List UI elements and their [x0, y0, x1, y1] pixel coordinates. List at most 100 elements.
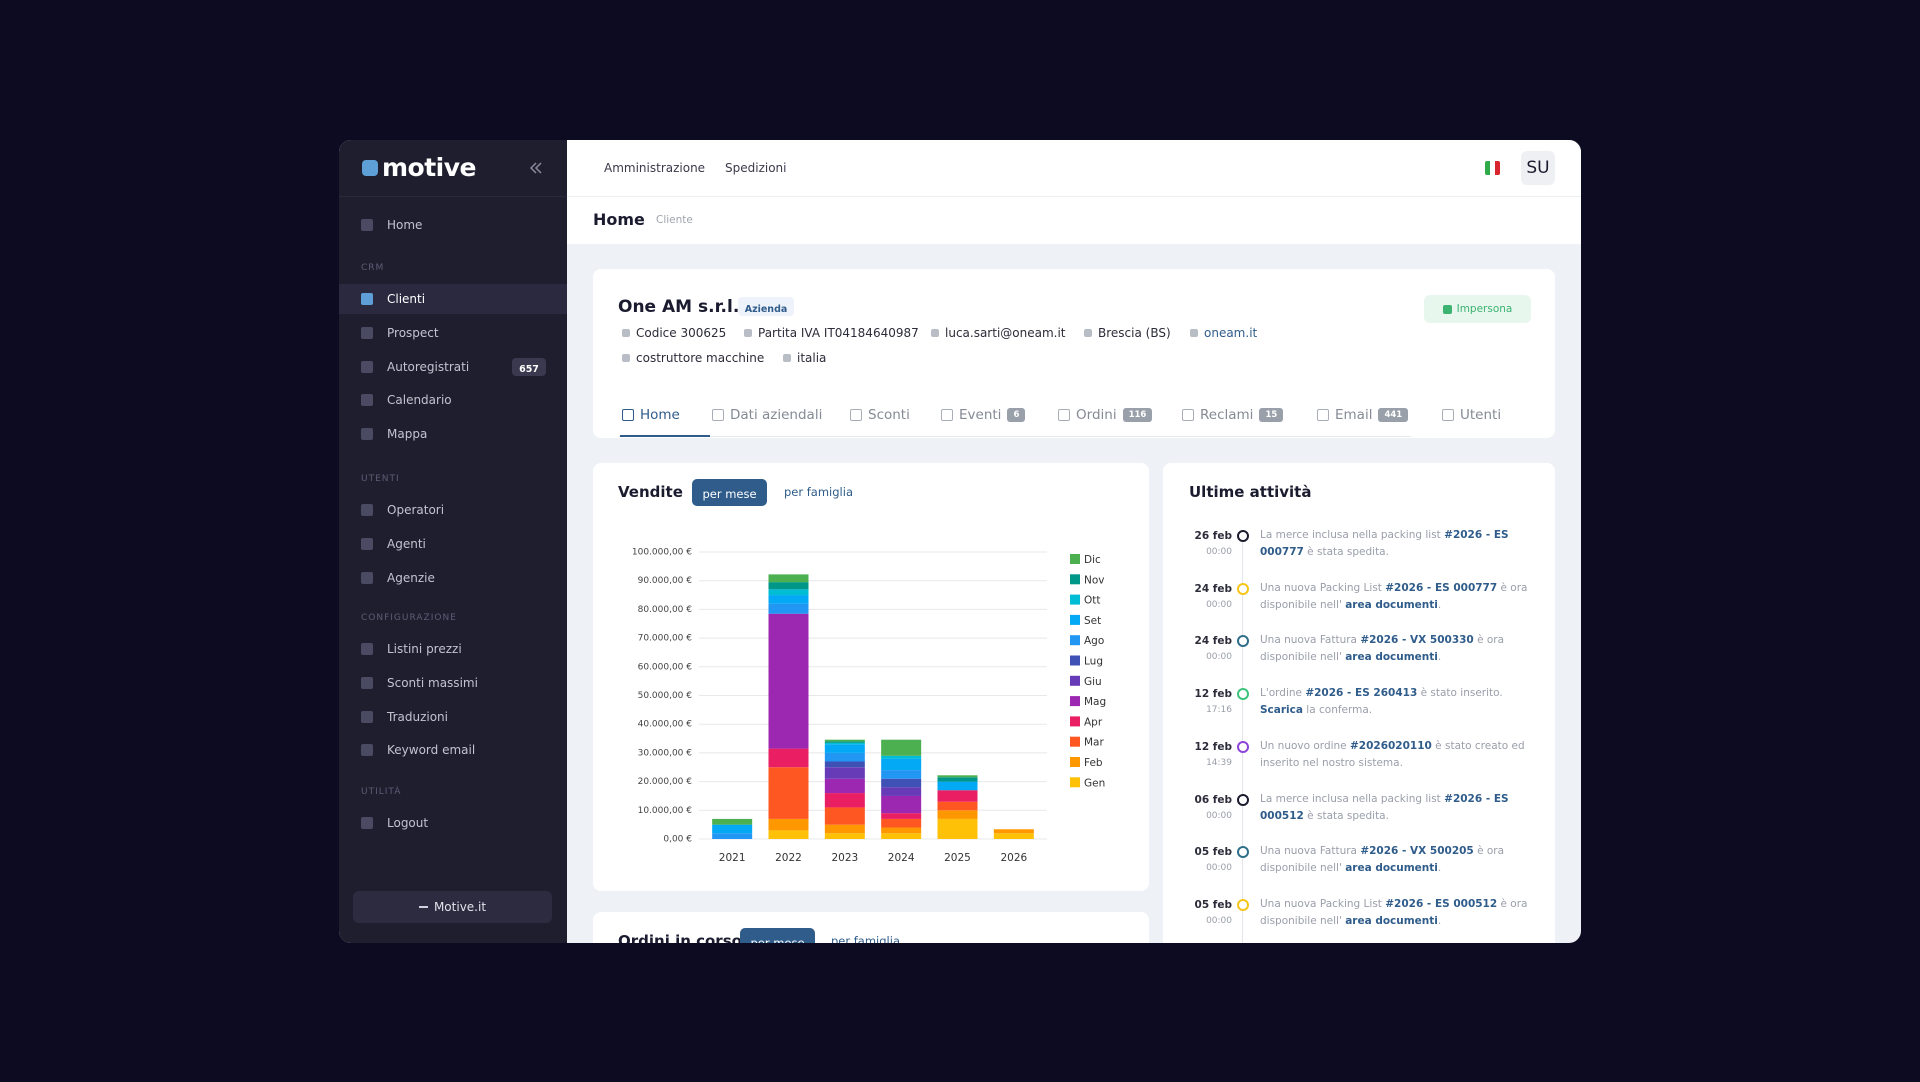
client-detail-text: costruttore macchine: [636, 351, 765, 365]
flag-green: [1485, 161, 1490, 175]
nav-item[interactable]: Traduzioni: [361, 707, 448, 727]
legend-label: Nov: [1084, 574, 1105, 586]
footer-button[interactable]: Motive.it: [353, 891, 552, 923]
collapse-icon[interactable]: [530, 162, 542, 174]
activity-link[interactable]: #2026 - ES 000512: [1385, 897, 1498, 910]
flag-white: [1490, 161, 1495, 175]
nav-item[interactable]: Home: [361, 215, 422, 235]
activity-text-part: Un nuovo ordine: [1260, 739, 1350, 752]
bar-segment: [768, 748, 809, 768]
nav-label: Keyword email: [387, 743, 476, 758]
toggle[interactable]: per famiglia: [784, 485, 853, 499]
nav-label: Operatori: [387, 503, 445, 517]
sidebar: [339, 140, 567, 943]
nav-item[interactable]: Keyword email: [361, 740, 475, 760]
tab[interactable]: Email 441: [1317, 405, 1409, 425]
activity-link[interactable]: #2026 - VX 500330: [1360, 634, 1474, 647]
legend-label: Ott: [1084, 595, 1101, 607]
legend-swatch: [1070, 716, 1080, 727]
client-detail-text: italia: [797, 351, 827, 365]
bar-segment: [937, 781, 978, 791]
nav-item[interactable]: Clienti: [361, 289, 425, 309]
tab[interactable]: Eventi 6: [941, 405, 1026, 425]
nav-label: Listini prezzi: [387, 642, 462, 656]
toggle-active[interactable]: per mese: [692, 479, 767, 506]
activity-link[interactable]: #2026 - ES 000512: [1260, 792, 1509, 822]
activity-link[interactable]: Scarica: [1260, 704, 1303, 717]
legend-label: Apr: [1084, 716, 1103, 728]
bar-segment: [768, 589, 809, 596]
nav-item[interactable]: Autoregistrati: [361, 357, 469, 377]
activity-link[interactable]: #2026020110: [1349, 739, 1432, 752]
activity-link[interactable]: #2026 - VX 500205: [1360, 845, 1474, 858]
nav-item[interactable]: Mappa: [361, 424, 427, 444]
client-detail: costruttore macchine: [622, 348, 764, 368]
nav-item[interactable]: Prospect: [361, 323, 439, 343]
activity-text: Una nuova Packing List #2026 - ES 000512…: [1260, 896, 1532, 936]
activity-link[interactable]: area documenti: [1345, 651, 1438, 664]
nav-item[interactable]: Sconti massimi: [361, 673, 478, 693]
nav-item[interactable]: Listini prezzi: [361, 639, 462, 659]
icon: [361, 537, 373, 550]
tab-label: Sconti: [868, 407, 910, 423]
impersona-button[interactable]: Impersona: [1424, 295, 1531, 323]
tab[interactable]: Reclami 15: [1182, 405, 1284, 425]
activity-time: 17:16: [1206, 705, 1232, 716]
nav-item[interactable]: Operatori: [361, 500, 444, 520]
flag-red: [1495, 161, 1500, 175]
nav-item[interactable]: Calendario: [361, 390, 452, 410]
activity-link[interactable]: area documenti: [1345, 914, 1438, 927]
nav-group-title: CRM: [361, 263, 385, 273]
activities-card: [1163, 463, 1555, 943]
y-tick-label: 60.000,00 €: [638, 662, 693, 672]
nav-label: Agenti: [387, 536, 426, 551]
y-tick-label: 90.000,00 €: [638, 576, 693, 586]
nav-item[interactable]: Agenzie: [361, 568, 435, 588]
legend-label: Mar: [1084, 737, 1104, 749]
logo-icon: [362, 160, 378, 176]
activity-link[interactable]: area documenti: [1345, 862, 1438, 875]
activity-text-part: è ora disponibile nell': [1260, 581, 1528, 611]
y-tick-label: 10.000,00 €: [638, 806, 693, 816]
tab[interactable]: Utenti: [1442, 405, 1501, 425]
sales-title: Vendite: [618, 483, 683, 501]
breadcrumb-title: Home: [593, 210, 645, 229]
nav-item[interactable]: Logout: [361, 813, 428, 833]
bar-segment: [824, 742, 865, 745]
toggle-active[interactable]: per mese: [740, 928, 815, 943]
activity-link[interactable]: #2026 - ES 000777: [1385, 581, 1498, 594]
user-avatar[interactable]: SU: [1521, 151, 1555, 185]
activity-link[interactable]: area documenti: [1345, 598, 1438, 611]
bar-segment: [824, 744, 865, 753]
breadcrumb-sub: Cliente: [656, 214, 693, 226]
activity-text: La merce inclusa nella packing list #202…: [1260, 791, 1532, 831]
activity-text-part: è stato creato ed inserito nel nostro si…: [1260, 739, 1525, 769]
activity-link[interactable]: #2026 - ES 000777: [1260, 529, 1509, 558]
topbar: [567, 140, 1581, 197]
activity-text-part: è stata spedita.: [1303, 546, 1389, 558]
tab[interactable]: Dati aziendali: [712, 405, 822, 425]
x-tick-label: 2025: [944, 852, 971, 864]
tab-badge: 6: [1007, 408, 1026, 422]
top-nav-item[interactable]: Spedizioni: [725, 161, 787, 175]
legend-label: Giu: [1084, 676, 1102, 688]
tab[interactable]: Home: [622, 405, 680, 425]
activity-dot: [1237, 688, 1249, 701]
client-detail-text: luca.sarti@oneam.it: [945, 326, 1066, 340]
nav-item[interactable]: Agenti: [361, 534, 426, 554]
legend-swatch: [1070, 757, 1080, 767]
top-nav-item[interactable]: Amministrazione: [604, 161, 706, 175]
legend-label: Mag: [1084, 696, 1106, 708]
activity-dot: [1237, 793, 1249, 806]
bar-segment: [881, 755, 922, 759]
bar-segment: [937, 818, 978, 839]
toggle[interactable]: per famiglia: [831, 934, 900, 943]
bar-segment: [881, 833, 922, 839]
client-detail[interactable]: oneam.it: [1190, 323, 1257, 343]
activity-text-part: è ora disponibile nell': [1260, 897, 1528, 927]
flag[interactable]: [1485, 161, 1500, 175]
tab[interactable]: Sconti: [850, 405, 910, 425]
activity-link[interactable]: #2026 - ES 260413: [1305, 687, 1418, 700]
tab[interactable]: Ordini 116: [1058, 405, 1153, 425]
bar-segment: [937, 775, 978, 778]
